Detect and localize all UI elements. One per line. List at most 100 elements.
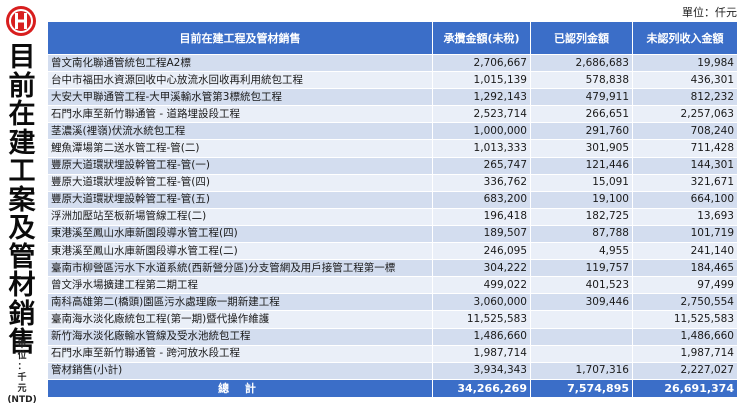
recognized-amount-cell: 87,788 xyxy=(530,224,633,244)
sidebar: 目前在建工案及管材銷售 單位：千元 (NTD) xyxy=(0,0,44,408)
total-row: 總 計 34,266,269 7,574,895 26,691,374 xyxy=(47,378,738,398)
contract-amount-cell: 1,292,143 xyxy=(432,88,531,107)
recognized-amount-cell: 119,757 xyxy=(530,259,633,278)
project-name-cell: 管材銷售(小計) xyxy=(47,361,433,380)
table-row: 豐原大道環狀埋設幹管工程-管(四) 336,762 15,091 321,671 xyxy=(47,173,738,192)
recognized-amount-cell: 401,523 xyxy=(530,276,633,295)
table-row: 臺南海水淡化廠統包工程(第一期)暨代操作維護 11,525,583 11,525,5… xyxy=(47,310,738,329)
project-name-cell: 台中市福田水資源回收中心放流水回收再利用統包工程 xyxy=(47,71,433,90)
recognized-amount-cell: 309,446 xyxy=(530,293,633,312)
unrecognized-amount-cell: 13,693 xyxy=(632,207,738,226)
projects-table-container: 目前在建工程及管材銷售 承攬金額(未稅) 已認列金額 未認列收入金額 曾文南化聯… xyxy=(47,21,738,398)
project-name-cell: 鯉魚潭場第二送水管工程-管(二) xyxy=(47,139,433,158)
recognized-amount-cell: 15,091 xyxy=(530,173,633,192)
unit-char: 元 xyxy=(17,384,27,394)
recognized-amount-cell: 266,651 xyxy=(530,105,633,124)
project-name-cell: 大安大甲聯通管工程-大甲溪輸水管第3標統包工程 xyxy=(47,88,433,107)
table-row: 鯉魚潭場第二送水管工程-管(二) 1,013,333 301,905 711,428 xyxy=(47,139,738,158)
table-row: 茎濃溪(裡嶺)伏流水統包工程 1,000,000 291,760 708,240 xyxy=(47,122,738,141)
unrecognized-amount-cell: 101,719 xyxy=(632,224,738,244)
unrecognized-amount-cell: 664,100 xyxy=(632,190,738,209)
table-row: 石門水庫至新竹聯通管 - 道路埋設段工程 2,523,714 266,651 2,25… xyxy=(47,105,738,124)
title-char: 目 xyxy=(8,42,36,73)
header-unrecognized-amount: 未認列收入金額 xyxy=(632,21,738,55)
contract-amount-cell: 683,200 xyxy=(432,190,531,209)
unrecognized-amount-cell: 711,428 xyxy=(632,139,738,158)
unit-char: 單 xyxy=(17,340,27,350)
unrecognized-amount-cell: 1,486,660 xyxy=(632,327,738,346)
project-name-cell: 豐原大道環狀埋設幹管工程-管(四) xyxy=(47,173,433,192)
unrecognized-amount-cell: 184,465 xyxy=(632,259,738,278)
projects-table: 目前在建工程及管材銷售 承攬金額(未稅) 已認列金額 未認列收入金額 曾文南化聯… xyxy=(47,21,738,398)
header-contract-amount: 承攬金額(未稅) xyxy=(432,21,531,55)
project-name-cell: 曾文南化聯通管統包工程A2標 xyxy=(47,53,433,73)
total-recognized-amount: 7,574,895 xyxy=(530,378,633,398)
title-char: 售 xyxy=(8,327,36,358)
recognized-amount-cell: 2,686,683 xyxy=(530,53,633,73)
project-name-cell: 豐原大道環狀埋設幹管工程-管(一) xyxy=(47,156,433,175)
unrecognized-amount-cell: 436,301 xyxy=(632,71,738,90)
contract-amount-cell: 336,762 xyxy=(432,173,531,192)
title-char: 銷 xyxy=(8,298,36,330)
recognized-amount-cell: 182,725 xyxy=(530,207,633,226)
title-char: 前 xyxy=(8,70,36,102)
vertical-unit-label: 單位：千元 (NTD) xyxy=(0,340,44,406)
project-name-cell: 南科高雄第二(橋頭)園區污水處理廠一期新建工程 xyxy=(47,293,433,312)
unit-char: ： xyxy=(17,362,27,372)
unrecognized-amount-cell: 19,984 xyxy=(632,53,738,73)
project-name-cell: 石門水庫至新竹聯通管 - 道路埋設段工程 xyxy=(47,105,433,124)
table-row: 南科高雄第二(橋頭)園區污水處理廠一期新建工程 3,060,000 309,446 2… xyxy=(47,293,738,312)
total-label: 總 計 xyxy=(47,378,433,398)
project-name-cell: 石門水庫至新竹聯通管 - 跨河放水段工程 xyxy=(47,344,433,363)
recognized-amount-cell: 19,100 xyxy=(530,190,633,209)
contract-amount-cell: 3,060,000 xyxy=(432,293,531,312)
project-name-cell: 浮洲加壓站至板新場管線工程(二) xyxy=(47,207,433,226)
title-char: 及 xyxy=(8,213,36,244)
table-row: 豐原大道環狀埋設幹管工程-管(五) 683,200 19,100 664,100 xyxy=(47,190,738,209)
contract-amount-cell: 11,525,583 xyxy=(432,310,531,329)
recognized-amount-cell: 479,911 xyxy=(530,88,633,107)
title-char: 工 xyxy=(8,156,36,187)
contract-amount-cell: 3,934,343 xyxy=(432,361,531,380)
unit-char: (NTD) xyxy=(7,395,37,405)
header-project: 目前在建工程及管材銷售 xyxy=(47,21,433,55)
table-row: 豐原大道環狀埋設幹管工程-管(一) 265,747 121,446 144,301 xyxy=(47,156,738,175)
contract-amount-cell: 499,022 xyxy=(432,276,531,295)
contract-amount-cell: 246,095 xyxy=(432,242,531,261)
recognized-amount-cell: 1,707,316 xyxy=(530,361,633,380)
table-row: 東港溪至鳳山水庫新園段導水管工程(四) 189,507 87,788 101,719 xyxy=(47,224,738,244)
contract-amount-cell: 189,507 xyxy=(432,224,531,244)
title-char: 管 xyxy=(8,241,36,273)
contract-amount-cell: 1,013,333 xyxy=(432,139,531,158)
unrecognized-amount-cell: 708,240 xyxy=(632,122,738,141)
unrecognized-amount-cell: 321,671 xyxy=(632,173,738,192)
title-char: 案 xyxy=(8,184,36,216)
table-row: 臺南市柳營區污水下水道系統(西新營分區)分支管網及用戶接管工程第一標 304,22… xyxy=(47,259,738,278)
project-name-cell: 臺南海水淡化廠統包工程(第一期)暨代操作維護 xyxy=(47,310,433,329)
unrecognized-amount-cell: 2,257,063 xyxy=(632,105,738,124)
project-name-cell: 臺南市柳營區污水下水道系統(西新營分區)分支管網及用戶接管工程第一標 xyxy=(47,259,433,278)
contract-amount-cell: 196,418 xyxy=(432,207,531,226)
contract-amount-cell: 265,747 xyxy=(432,156,531,175)
project-name-cell: 新竹海水淡化廠輸水管線及受水池統包工程 xyxy=(47,327,433,346)
unit-label: 單位：仟元 xyxy=(682,6,737,19)
vertical-page-title: 目前在建工案及管材銷售 xyxy=(3,42,41,358)
project-name-cell: 茎濃溪(裡嶺)伏流水統包工程 xyxy=(47,122,433,141)
table-row: 石門水庫至新竹聯通管 - 跨河放水段工程 1,987,714 1,987,714 xyxy=(47,344,738,363)
project-name-cell: 東港溪至鳳山水庫新園段導水管工程(二) xyxy=(47,242,433,261)
contract-amount-cell: 1,015,139 xyxy=(432,71,531,90)
contract-amount-cell: 304,222 xyxy=(432,259,531,278)
project-name-cell: 豐原大道環狀埋設幹管工程-管(五) xyxy=(47,190,433,209)
unrecognized-amount-cell: 11,525,583 xyxy=(632,310,738,329)
table-header-row: 目前在建工程及管材銷售 承攬金額(未稅) 已認列金額 未認列收入金額 xyxy=(47,21,738,55)
unrecognized-amount-cell: 144,301 xyxy=(632,156,738,175)
unit-char: 千 xyxy=(17,373,27,383)
title-char: 建 xyxy=(8,127,36,159)
recognized-amount-cell xyxy=(530,310,633,329)
contract-amount-cell: 1,486,660 xyxy=(432,327,531,346)
project-name-cell: 曾文淨水場擴建工程第二期工程 xyxy=(47,276,433,295)
table-row: 大安大甲聯通管工程-大甲溪輸水管第3標統包工程 1,292,143 479,911 8… xyxy=(47,88,738,107)
table-body: 曾文南化聯通管統包工程A2標 2,706,667 2,686,683 19,984 台中… xyxy=(47,53,738,380)
table-row: 東港溪至鳳山水庫新園段導水管工程(二) 246,095 4,955 241,140 xyxy=(47,242,738,261)
recognized-amount-cell: 301,905 xyxy=(530,139,633,158)
